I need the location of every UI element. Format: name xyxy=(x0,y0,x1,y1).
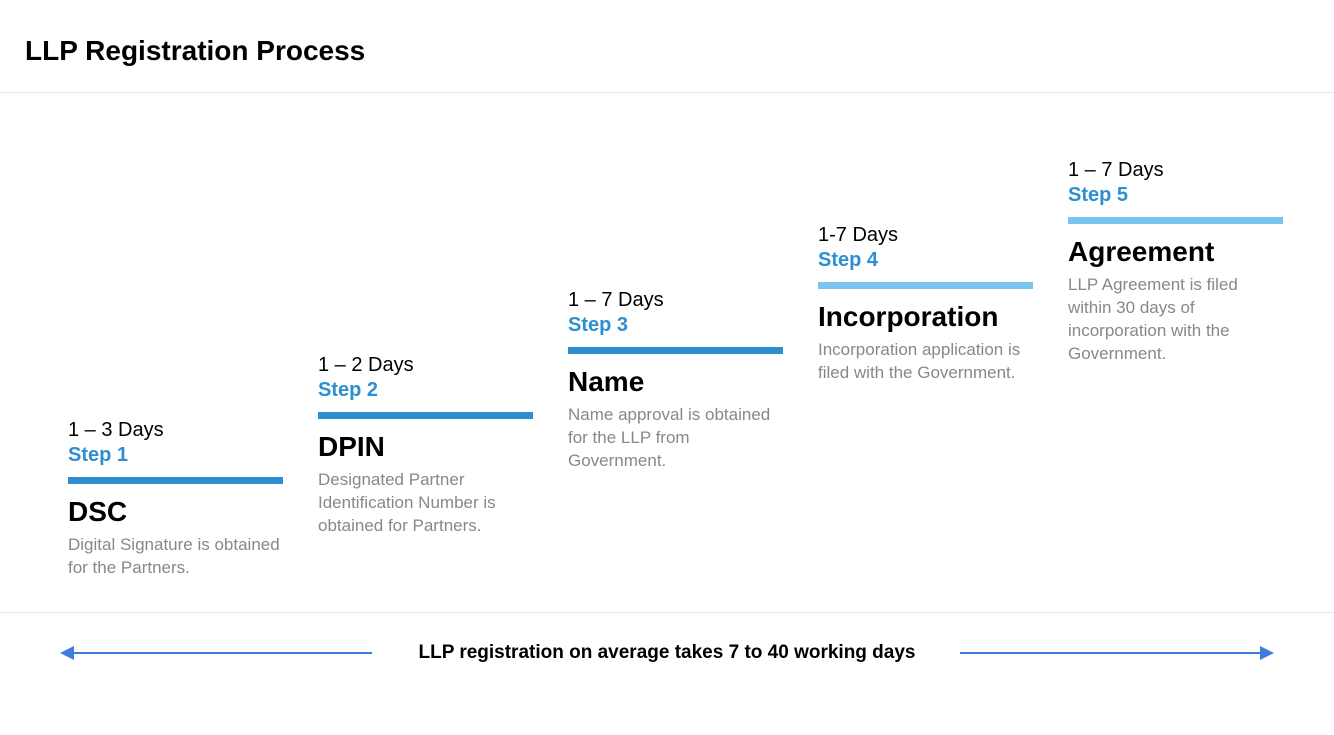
step-title: Name xyxy=(568,366,783,398)
header: LLP Registration Process xyxy=(0,0,1334,93)
step-duration: 1-7 Days xyxy=(818,224,1033,247)
step-bar xyxy=(1068,217,1283,224)
step-title: DSC xyxy=(68,496,283,528)
step-duration: 1 – 2 Days xyxy=(318,354,533,377)
step-duration: 1 – 7 Days xyxy=(568,289,783,312)
step-4: 1-7 Days Step 4 Incorporation Incorporat… xyxy=(818,224,1033,385)
step-desc: Incorporation application is filed with … xyxy=(818,339,1033,385)
step-bar xyxy=(568,347,783,354)
step-label: Step 1 xyxy=(68,444,283,467)
step-2: 1 – 2 Days Step 2 DPIN Designated Partne… xyxy=(318,354,533,538)
step-desc: Designated Partner Identification Number… xyxy=(318,469,533,538)
step-desc: Name approval is obtained for the LLP fr… xyxy=(568,404,783,473)
step-1: 1 – 3 Days Step 1 DSC Digital Signature … xyxy=(68,419,283,580)
step-label: Step 5 xyxy=(1068,184,1283,207)
step-3: 1 – 7 Days Step 3 Name Name approval is … xyxy=(568,289,783,473)
step-bar xyxy=(68,477,283,484)
step-desc: LLP Agreement is filed within 30 days of… xyxy=(1068,274,1283,366)
step-duration: 1 – 7 Days xyxy=(1068,159,1283,182)
step-label: Step 4 xyxy=(818,249,1033,272)
arrow-right-line xyxy=(960,652,1260,654)
step-title: Incorporation xyxy=(818,301,1033,333)
step-label: Step 3 xyxy=(568,314,783,337)
page-title: LLP Registration Process xyxy=(25,35,1309,67)
step-bar xyxy=(818,282,1033,289)
timeline-text: LLP registration on average takes 7 to 4… xyxy=(401,642,934,664)
arrow-right-head xyxy=(1260,646,1274,660)
arrow-left-line xyxy=(72,652,372,654)
step-desc: Digital Signature is obtained for the Pa… xyxy=(68,534,283,580)
steps-area: 1 – 3 Days Step 1 DSC Digital Signature … xyxy=(0,93,1334,613)
step-title: DPIN xyxy=(318,431,533,463)
step-bar xyxy=(318,412,533,419)
footer-area: LLP registration on average takes 7 to 4… xyxy=(0,613,1334,693)
step-label: Step 2 xyxy=(318,379,533,402)
step-duration: 1 – 3 Days xyxy=(68,419,283,442)
step-5: 1 – 7 Days Step 5 Agreement LLP Agreemen… xyxy=(1068,159,1283,366)
step-title: Agreement xyxy=(1068,236,1283,268)
